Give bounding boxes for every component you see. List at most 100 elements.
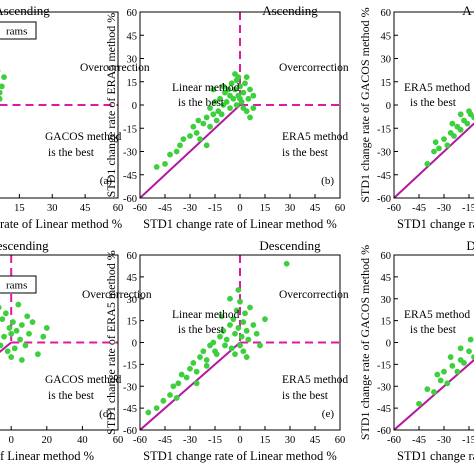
one-to-one-line [140, 104, 241, 198]
x-axis-title: STD1 change rate of Linear method % [143, 217, 337, 231]
plot-area [140, 12, 340, 198]
data-point-4 [170, 383, 177, 390]
y-tick-label: 30 [127, 295, 138, 306]
plot-area [140, 255, 340, 430]
y-tick-label: 0 [132, 101, 137, 112]
plot-area [394, 108, 474, 198]
data-point-27 [434, 371, 441, 378]
data-point-7 [190, 123, 197, 130]
x-tick-label: -30 [183, 203, 197, 214]
data-point-10 [200, 120, 207, 127]
y-tick-label: 60 [381, 251, 392, 262]
plot-frame [393, 254, 474, 431]
x-tick-label: 15 [14, 203, 25, 214]
data-point-5 [180, 136, 187, 143]
data-point-3 [167, 392, 173, 398]
y-tick-label: 45 [127, 31, 138, 42]
x-tick-label: -15 [462, 435, 474, 446]
data-point-30 [243, 327, 250, 334]
data-point-33 [247, 86, 253, 93]
y-axis-title: STD1 change rate of ERA5 method % [104, 250, 118, 435]
data-point-14 [13, 327, 20, 334]
data-point-21 [35, 351, 41, 358]
x-tick-label: 15 [260, 435, 271, 446]
plot-area [394, 336, 474, 430]
annotation: Linear method [172, 82, 240, 94]
data-point-29 [242, 310, 248, 317]
panel-b: 60 45 30 15 0 -15 -30 -45 -60-60 -45 -30 -15 0 15 30 45… [104, 3, 349, 231]
data-point-5 [444, 380, 451, 387]
data-point-20 [227, 322, 233, 328]
data-point-45 [240, 348, 247, 355]
data-point-2 [167, 151, 173, 158]
data-point-11 [197, 354, 203, 360]
x-tick-label: 30 [285, 203, 296, 214]
data-point-13 [210, 111, 217, 118]
x-tick-label: 15 [260, 203, 271, 214]
annotation: Overcorrection [80, 62, 150, 74]
y-tick-label: 60 [127, 251, 138, 262]
y-tick-label: 30 [381, 55, 392, 66]
y-tick-label: 15 [381, 317, 392, 328]
x-tick-label: -30 [437, 203, 451, 214]
y-tick-label: -45 [123, 171, 137, 182]
data-point-3 [441, 136, 447, 143]
data-point-10 [193, 368, 200, 375]
data-point-39 [218, 111, 225, 118]
annotation: is the best [48, 147, 95, 159]
y-tick-label: -60 [123, 426, 137, 437]
data-point-9 [195, 117, 202, 124]
annotation: GACOS method [45, 131, 122, 143]
data-point-22 [230, 316, 237, 323]
data-point-8 [193, 130, 200, 136]
data-point-28 [43, 325, 50, 331]
data-point-26 [0, 89, 3, 96]
panel-title: Ascending [262, 3, 318, 18]
data-point-25 [8, 354, 15, 360]
x-tick-label: 45 [310, 203, 321, 214]
x-tick-label: 0 [237, 435, 242, 446]
annotation: is the best [410, 324, 457, 336]
y-tick-label: -30 [377, 148, 391, 159]
legend-label: rams [6, 26, 27, 38]
y-tick-label: -15 [377, 360, 391, 371]
annotation: Linear method [172, 309, 240, 321]
data-point-15 [15, 301, 22, 308]
data-point-39 [193, 380, 200, 387]
panel-label: (b) [321, 175, 334, 187]
data-point-11 [203, 114, 210, 121]
y-tick-label: 15 [127, 78, 138, 89]
data-point-6 [178, 371, 185, 378]
annotation: is the best [178, 97, 225, 109]
panel-c: 60 45 30 15 0 -15 -30 -45 -60-60 -45 -30 -15 STD1 ch… [358, 3, 474, 231]
data-point-19 [223, 99, 230, 105]
panel-label: (a) [100, 175, 113, 187]
data-point-7 [1, 333, 7, 340]
data-point-8 [187, 365, 193, 372]
x-axis-title: STD1 change rate of Li [397, 449, 474, 463]
data-point-28 [457, 345, 464, 352]
data-point-24 [467, 336, 474, 343]
y-tick-label: -60 [377, 426, 391, 437]
x-tick-label: -45 [412, 435, 426, 446]
x-tick-label: -45 [412, 203, 426, 214]
data-point-24 [449, 120, 456, 127]
data-point-31 [245, 336, 252, 343]
data-point-15 [0, 83, 5, 90]
data-point-49 [210, 86, 217, 93]
y-tick-label: 60 [381, 8, 392, 19]
data-point-26 [237, 298, 243, 305]
y-tick-label: -15 [377, 124, 391, 135]
data-point-10 [464, 120, 471, 127]
data-point-32 [245, 95, 252, 102]
annotation: ERA5 method [404, 82, 470, 94]
data-point-44 [237, 342, 243, 349]
one-to-one-line [394, 122, 474, 198]
data-point-29 [457, 111, 464, 118]
y-axis-title: STD1 change rate of GACOS method % [358, 245, 372, 440]
plot-frame [0, 254, 119, 431]
data-point-2 [436, 145, 442, 152]
data-point-3 [437, 377, 444, 384]
data-point-30 [242, 80, 248, 87]
